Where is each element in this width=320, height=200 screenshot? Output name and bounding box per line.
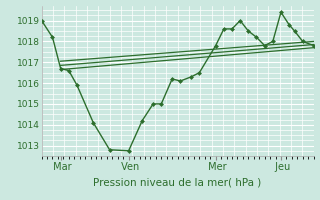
- X-axis label: Pression niveau de la mer( hPa ): Pression niveau de la mer( hPa ): [93, 177, 262, 187]
